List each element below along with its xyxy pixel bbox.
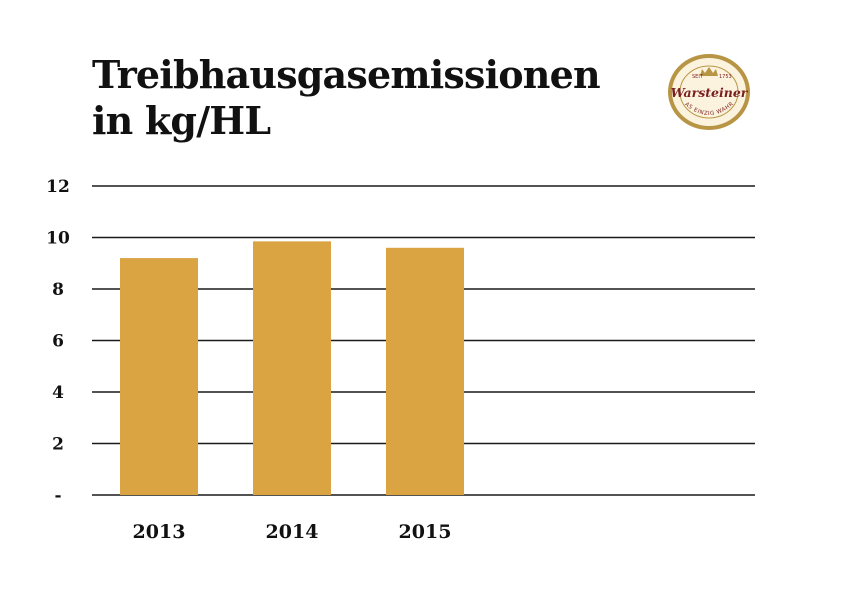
logo-sealed-text: SEIT [692,74,704,80]
logo-year-text: 1753 [719,74,732,80]
bars [120,241,464,495]
y-tick-label: - [54,486,61,506]
crown-icon [700,67,718,76]
y-tick-label: 12 [46,177,70,197]
y-tick-label: 6 [52,332,64,352]
warsteiner-logo: SEIT 1753 Warsteiner DAS EINZIG WAHRE [666,52,750,130]
bar-2015 [386,247,464,495]
y-tick-label: 10 [46,229,70,249]
y-tick-label: 8 [52,280,64,300]
x-category-label: 2014 [266,521,319,543]
logo-brand-text: Warsteiner [671,85,749,100]
y-tick-label: 2 [52,435,64,455]
y-axis-ticks: - 2 4 6 8 10 12 [46,177,70,506]
logo-inner-line [679,65,739,119]
bar-2014 [253,241,331,495]
x-category-label: 2015 [399,521,452,543]
x-category-label: 2013 [133,521,186,543]
logo-inner-ring [672,58,746,126]
bar-2013 [120,258,198,495]
y-tick-label: 4 [52,383,64,403]
x-axis-categories: 2013 2014 2015 [133,521,452,543]
chart-title: Treibhausgasemissionen in kg/HL [92,52,601,143]
